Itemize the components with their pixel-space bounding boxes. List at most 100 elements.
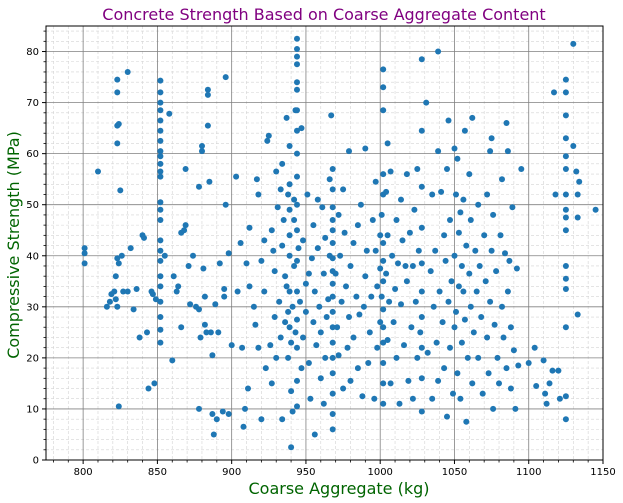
- data-point: [320, 270, 327, 277]
- data-point: [387, 168, 394, 175]
- data-point: [197, 334, 204, 341]
- data-point: [470, 329, 477, 336]
- data-point: [496, 380, 502, 387]
- data-point: [294, 377, 300, 384]
- data-point: [283, 114, 290, 121]
- y-tick-label: 0: [33, 456, 39, 467]
- data-point: [455, 229, 462, 236]
- data-point: [161, 252, 168, 259]
- data-point: [380, 84, 387, 91]
- data-point: [454, 155, 461, 162]
- data-point: [271, 268, 278, 275]
- data-point: [294, 150, 300, 157]
- data-point: [120, 288, 127, 295]
- data-point: [127, 245, 134, 252]
- data-point: [213, 416, 220, 423]
- data-point: [311, 431, 318, 438]
- data-point: [178, 324, 185, 331]
- data-point: [157, 237, 164, 244]
- data-point: [233, 173, 240, 180]
- data-point: [515, 362, 522, 369]
- data-point: [294, 201, 300, 208]
- data-point: [570, 143, 577, 149]
- data-point: [356, 311, 363, 318]
- data-point: [280, 217, 287, 223]
- data-point: [429, 395, 436, 402]
- data-point: [350, 334, 357, 341]
- data-point: [170, 273, 177, 280]
- data-point: [341, 229, 348, 236]
- data-point: [562, 135, 569, 142]
- data-point: [384, 232, 391, 239]
- data-point: [320, 400, 327, 407]
- data-point: [357, 201, 364, 208]
- data-point: [592, 206, 599, 213]
- data-point: [196, 306, 202, 313]
- data-point: [285, 191, 292, 198]
- data-point: [279, 160, 286, 167]
- data-point: [402, 263, 409, 269]
- data-point: [311, 288, 318, 295]
- data-point: [325, 296, 332, 303]
- data-point: [499, 176, 505, 183]
- data-point: [366, 329, 373, 336]
- data-point: [450, 390, 456, 397]
- data-point: [461, 316, 468, 323]
- data-point: [115, 403, 122, 410]
- data-point: [292, 329, 299, 336]
- data-point: [574, 214, 581, 221]
- data-point: [291, 263, 298, 269]
- data-point: [574, 191, 581, 198]
- data-point: [222, 74, 229, 81]
- data-point: [106, 298, 113, 305]
- data-point: [157, 314, 164, 320]
- data-point: [81, 250, 88, 257]
- data-point: [488, 135, 495, 142]
- data-point: [286, 288, 293, 295]
- data-point: [329, 293, 336, 300]
- data-point: [335, 211, 342, 218]
- data-point: [81, 245, 88, 252]
- data-point: [354, 222, 361, 229]
- data-point: [173, 288, 180, 295]
- data-point: [157, 99, 164, 106]
- data-point: [261, 237, 268, 244]
- data-point: [380, 306, 387, 313]
- data-point: [380, 278, 387, 285]
- data-point: [286, 181, 293, 188]
- data-point: [466, 270, 473, 277]
- data-point: [157, 247, 164, 254]
- data-point: [157, 326, 164, 333]
- data-point: [219, 408, 226, 415]
- data-point: [294, 86, 300, 93]
- data-point: [562, 206, 569, 213]
- data-point: [317, 329, 324, 336]
- data-point: [562, 393, 569, 400]
- data-point: [294, 173, 300, 180]
- data-point: [418, 56, 425, 63]
- data-point: [199, 148, 205, 155]
- data-point: [347, 377, 354, 384]
- data-point: [447, 217, 453, 223]
- y-axis: 0 10 20 30 40 50 60 70 80: [26, 47, 46, 467]
- data-point: [441, 365, 448, 372]
- y-tick-label: 60: [26, 149, 39, 160]
- data-point: [286, 206, 293, 213]
- data-point: [414, 354, 421, 361]
- data-point: [288, 339, 295, 346]
- x-tick-label: 1050: [442, 467, 467, 478]
- data-point: [380, 171, 387, 178]
- data-point: [286, 232, 293, 239]
- data-point: [329, 166, 336, 172]
- data-point: [340, 186, 347, 193]
- x-tick-label: 1000: [367, 467, 392, 478]
- data-point: [117, 187, 124, 194]
- data-point: [346, 314, 352, 320]
- data-point: [103, 303, 110, 310]
- data-point: [283, 283, 290, 290]
- data-point: [451, 145, 458, 152]
- data-point: [141, 234, 147, 241]
- data-point: [481, 232, 488, 239]
- data-point: [157, 217, 164, 223]
- data-point: [264, 137, 271, 144]
